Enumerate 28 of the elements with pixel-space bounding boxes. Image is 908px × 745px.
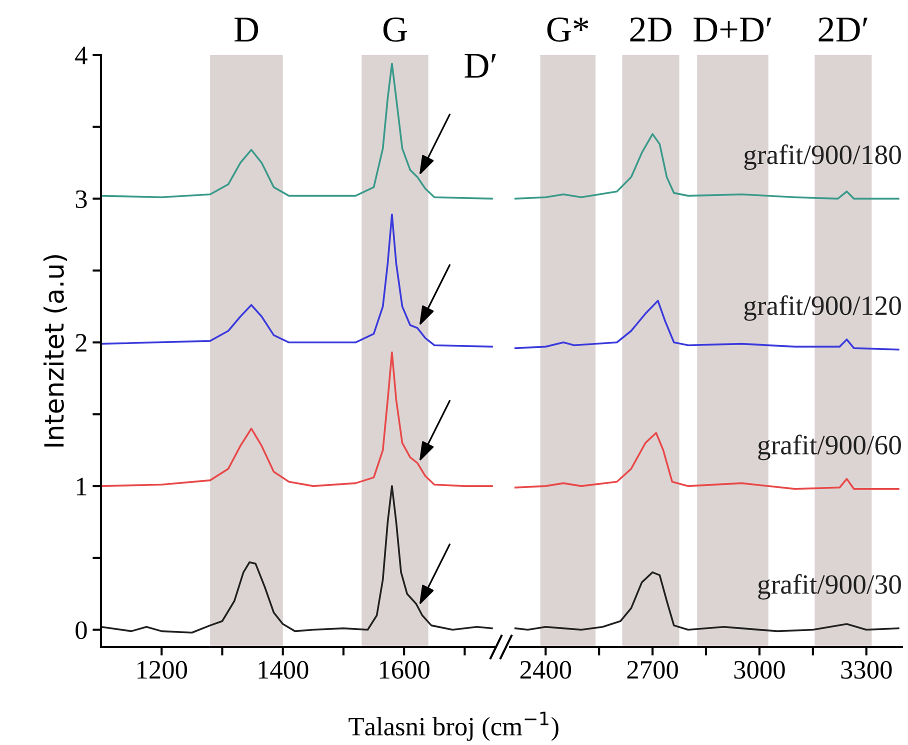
x-axis-title: Talasni broj (cm$^{−1}$) xyxy=(348,712,558,741)
x-tick-label: 1200 xyxy=(138,660,187,679)
line-series xyxy=(101,352,493,487)
line-series xyxy=(101,485,493,634)
annotation: D′ xyxy=(464,54,496,78)
x-tick-label: 1400 xyxy=(258,660,308,679)
y-tick-label: 1 xyxy=(76,478,86,496)
band-label: G xyxy=(383,17,407,42)
band-label: 2D xyxy=(630,17,672,42)
series-label: grafit/900/180 xyxy=(744,144,901,170)
series-label: grafit/900/30 xyxy=(758,574,901,600)
y-tick-label: 2 xyxy=(76,334,86,352)
band-label: 2D′ xyxy=(818,17,868,42)
band-label: G* xyxy=(547,17,588,42)
series-label: grafit/900/120 xyxy=(744,295,901,321)
y-axis-title: Intenzitet (a.u) xyxy=(44,255,68,447)
y-tick-label: 0 xyxy=(76,621,87,640)
x-tick-label: 2400 xyxy=(520,660,572,679)
x-tick-label: 1600 xyxy=(380,660,430,679)
x-tick-label: 3300 xyxy=(841,660,892,679)
y-tick-label: 4 xyxy=(75,46,88,64)
x-tick-label: 2700 xyxy=(627,660,678,679)
band-label: D+D′ xyxy=(694,18,772,42)
x-tick-label: 3000 xyxy=(734,660,785,679)
y-tick-label: 3 xyxy=(76,190,87,208)
band-label: D xyxy=(234,18,258,42)
series-label: grafit/900/60 xyxy=(758,434,901,460)
line-series xyxy=(101,214,493,348)
